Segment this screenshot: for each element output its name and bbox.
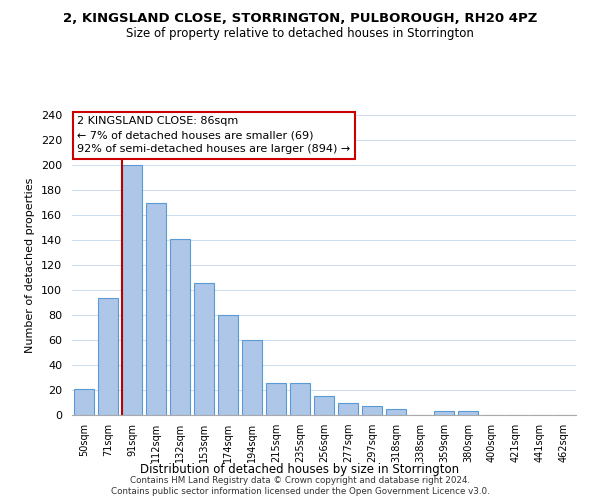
Text: 2 KINGSLAND CLOSE: 86sqm
← 7% of detached houses are smaller (69)
92% of semi-de: 2 KINGSLAND CLOSE: 86sqm ← 7% of detache…: [77, 116, 350, 154]
Bar: [266, 382, 286, 415]
Bar: [218, 315, 238, 415]
Text: 2, KINGSLAND CLOSE, STORRINGTON, PULBOROUGH, RH20 4PZ: 2, KINGSLAND CLOSE, STORRINGTON, PULBORO…: [63, 12, 537, 26]
Bar: [98, 298, 118, 415]
Bar: [434, 411, 454, 415]
Bar: [170, 239, 190, 415]
Text: Contains HM Land Registry data © Crown copyright and database right 2024.: Contains HM Land Registry data © Crown c…: [130, 476, 470, 485]
Bar: [314, 396, 334, 415]
Text: Contains public sector information licensed under the Open Government Licence v3: Contains public sector information licen…: [110, 488, 490, 496]
Bar: [290, 382, 310, 415]
Bar: [74, 389, 94, 415]
Bar: [242, 340, 262, 415]
Y-axis label: Number of detached properties: Number of detached properties: [25, 178, 35, 352]
Text: Distribution of detached houses by size in Storrington: Distribution of detached houses by size …: [140, 462, 460, 475]
Bar: [122, 165, 142, 415]
Bar: [362, 406, 382, 415]
Bar: [146, 202, 166, 415]
Bar: [338, 402, 358, 415]
Bar: [194, 282, 214, 415]
Bar: [386, 409, 406, 415]
Text: Size of property relative to detached houses in Storrington: Size of property relative to detached ho…: [126, 28, 474, 40]
Bar: [458, 411, 478, 415]
